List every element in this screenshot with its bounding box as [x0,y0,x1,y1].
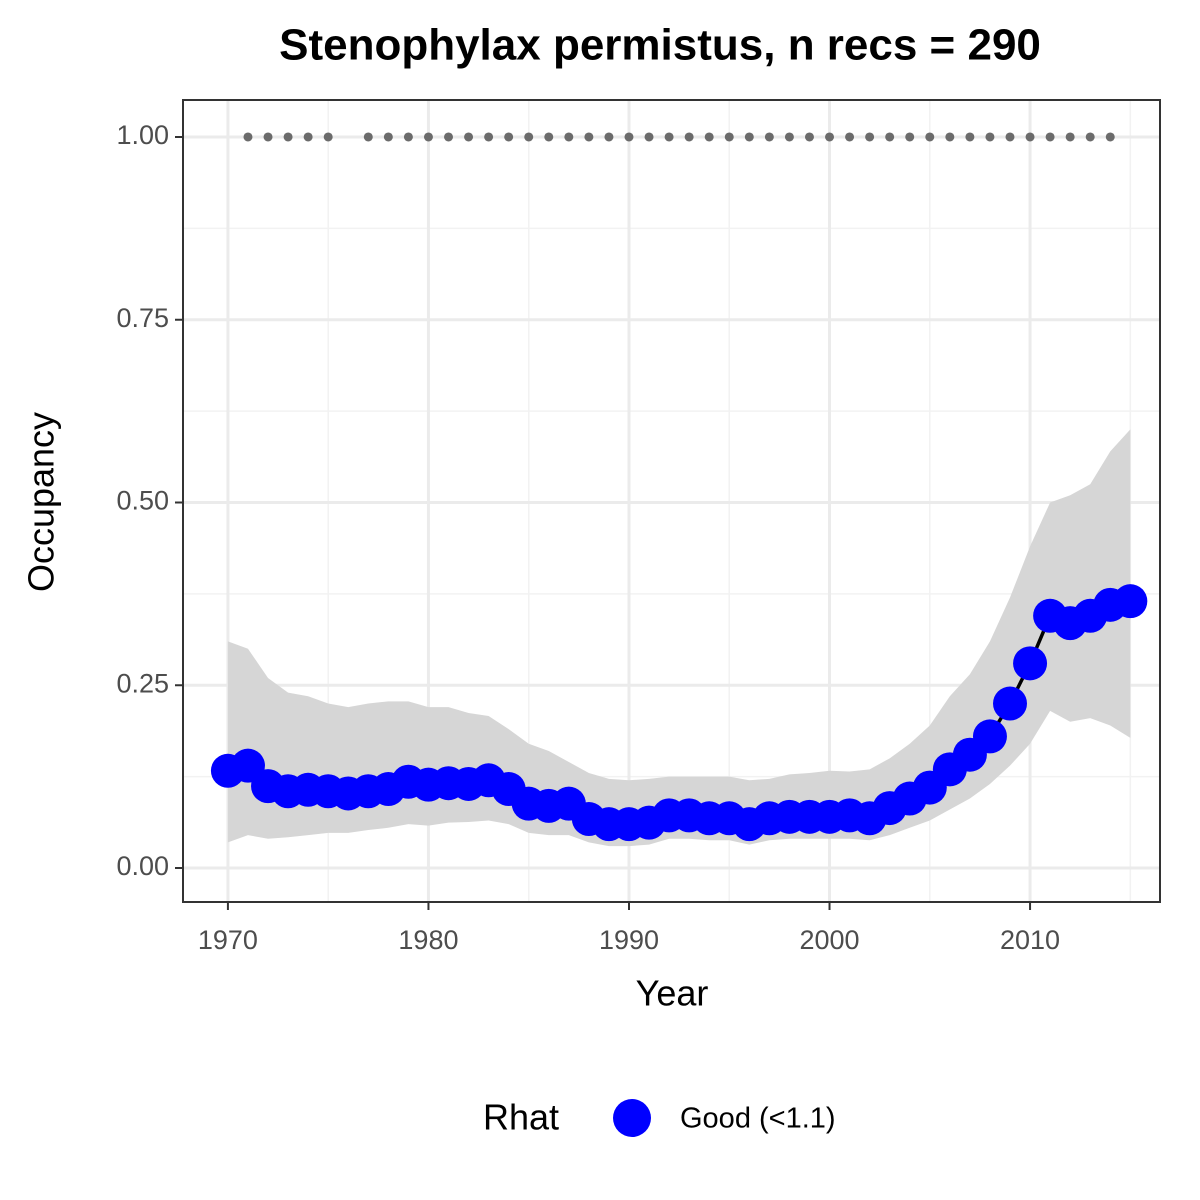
detection-dot [1085,132,1095,142]
data-point [972,719,1007,754]
detection-dot [684,132,694,142]
detection-dot [403,132,413,142]
detection-dot [724,132,734,142]
detection-dot [1105,132,1115,142]
detection-dot [263,132,273,142]
detection-dot [423,132,433,142]
detection-dot [845,132,855,142]
detection-dot [664,132,674,142]
x-tick-label: 1970 [198,925,258,955]
data-point [1113,584,1148,619]
detection-dot [885,132,895,142]
detection-dot [905,132,915,142]
detection-dot [323,132,333,142]
detection-dot [825,132,835,142]
detection-dot [945,132,955,142]
detection-dot [1045,132,1055,142]
detection-dot [504,132,514,142]
x-axis-title: Year [636,973,709,1014]
detection-dot [784,132,794,142]
detection-dot [965,132,975,142]
detection-dot [1005,132,1015,142]
detection-dot [1065,132,1075,142]
detection-dot [624,132,634,142]
detection-dot [383,132,393,142]
x-tick-label: 2010 [1000,925,1060,955]
legend-title: Rhat [483,1097,559,1138]
y-tick-label: 0.75 [116,303,169,333]
detection-dot [363,132,373,142]
x-tick-label: 1980 [398,925,458,955]
detection-dot [283,132,293,142]
detection-dot [444,132,454,142]
detection-dot [925,132,935,142]
detection-dot [464,132,474,142]
x-tick-label: 1990 [599,925,659,955]
data-point [993,686,1028,721]
detection-dot [544,132,554,142]
detection-dot [704,132,714,142]
plot-border [182,99,1161,903]
legend-marker [613,1099,651,1137]
detection-dot [764,132,774,142]
y-tick-label: 1.00 [116,120,169,150]
legend-label: Good (<1.1) [680,1103,836,1135]
detection-dot [564,132,574,142]
detection-dot [604,132,614,142]
detection-dot [985,132,995,142]
y-axis-title: Occupancy [21,412,62,592]
detection-dot [484,132,494,142]
x-tick-label: 2000 [799,925,859,955]
detection-dot [524,132,534,142]
detection-dot [584,132,594,142]
detection-dot [1025,132,1035,142]
data-point [1013,646,1048,681]
detection-dot [804,132,814,142]
y-tick-label: 0.50 [116,486,169,516]
detection-dot [243,132,253,142]
detection-dot [303,132,313,142]
chart-title: Stenophylax permistus, n recs = 290 [279,21,1041,70]
detection-dot [865,132,875,142]
detection-dot [644,132,654,142]
y-tick-label: 0.00 [116,851,169,881]
confidence-ribbon [227,429,1131,847]
detection-dot [744,132,754,142]
y-tick-label: 0.25 [116,668,169,698]
